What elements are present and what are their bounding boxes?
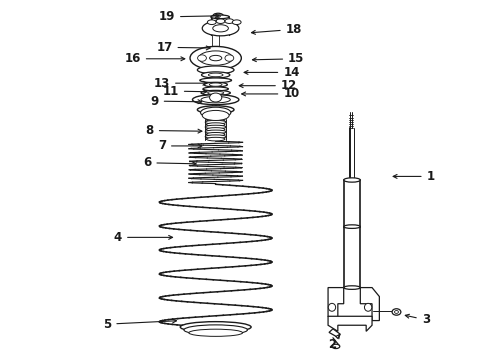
Text: 13: 13 — [154, 77, 207, 90]
Ellipse shape — [208, 73, 223, 77]
Text: 19: 19 — [159, 10, 219, 23]
Ellipse shape — [197, 66, 234, 74]
Text: 17: 17 — [156, 41, 210, 54]
Text: 15: 15 — [252, 52, 304, 65]
Text: 16: 16 — [124, 52, 185, 65]
Ellipse shape — [202, 21, 239, 36]
Ellipse shape — [205, 125, 226, 129]
Ellipse shape — [216, 15, 220, 17]
Ellipse shape — [210, 55, 222, 61]
Ellipse shape — [225, 19, 234, 23]
Text: 2: 2 — [328, 334, 340, 351]
Ellipse shape — [343, 286, 360, 289]
Ellipse shape — [206, 118, 225, 122]
Text: 6: 6 — [143, 156, 196, 169]
Ellipse shape — [205, 120, 226, 124]
Text: 8: 8 — [146, 124, 202, 137]
Ellipse shape — [197, 106, 234, 114]
Text: 3: 3 — [405, 313, 430, 327]
Ellipse shape — [206, 132, 225, 136]
Ellipse shape — [202, 111, 229, 121]
Ellipse shape — [193, 95, 239, 105]
Ellipse shape — [394, 311, 398, 314]
Ellipse shape — [198, 51, 233, 65]
Ellipse shape — [190, 46, 242, 70]
Ellipse shape — [332, 344, 340, 348]
Ellipse shape — [328, 303, 336, 311]
Ellipse shape — [201, 96, 230, 103]
Text: 7: 7 — [158, 139, 202, 152]
Ellipse shape — [213, 25, 228, 32]
Ellipse shape — [207, 20, 216, 24]
Text: 1: 1 — [393, 170, 435, 183]
Text: 18: 18 — [251, 23, 302, 36]
Ellipse shape — [184, 325, 247, 335]
Text: 11: 11 — [163, 85, 207, 98]
Ellipse shape — [206, 123, 225, 126]
Text: 10: 10 — [242, 87, 299, 100]
Ellipse shape — [392, 309, 401, 315]
Ellipse shape — [216, 19, 225, 23]
Text: 4: 4 — [114, 231, 172, 244]
Text: 9: 9 — [150, 95, 202, 108]
Ellipse shape — [225, 55, 234, 61]
Ellipse shape — [200, 78, 232, 83]
Ellipse shape — [201, 90, 230, 95]
Ellipse shape — [209, 83, 222, 86]
Ellipse shape — [365, 303, 372, 311]
Ellipse shape — [208, 91, 224, 94]
Text: 14: 14 — [244, 66, 299, 79]
Polygon shape — [328, 288, 343, 320]
Ellipse shape — [205, 130, 226, 134]
Ellipse shape — [211, 15, 229, 19]
Ellipse shape — [180, 321, 251, 332]
Ellipse shape — [232, 20, 241, 24]
Polygon shape — [360, 288, 379, 320]
Ellipse shape — [206, 128, 225, 131]
Ellipse shape — [343, 225, 360, 228]
Text: 12: 12 — [239, 79, 297, 92]
Ellipse shape — [203, 87, 228, 91]
Polygon shape — [328, 316, 372, 331]
Ellipse shape — [205, 135, 226, 139]
Ellipse shape — [206, 137, 225, 141]
Ellipse shape — [343, 178, 360, 182]
Ellipse shape — [213, 13, 223, 19]
Text: 5: 5 — [103, 318, 176, 331]
Ellipse shape — [189, 329, 243, 336]
Polygon shape — [329, 329, 340, 338]
Ellipse shape — [200, 107, 231, 118]
Ellipse shape — [201, 72, 230, 78]
Ellipse shape — [197, 55, 206, 61]
Ellipse shape — [204, 82, 227, 87]
Ellipse shape — [210, 93, 222, 102]
